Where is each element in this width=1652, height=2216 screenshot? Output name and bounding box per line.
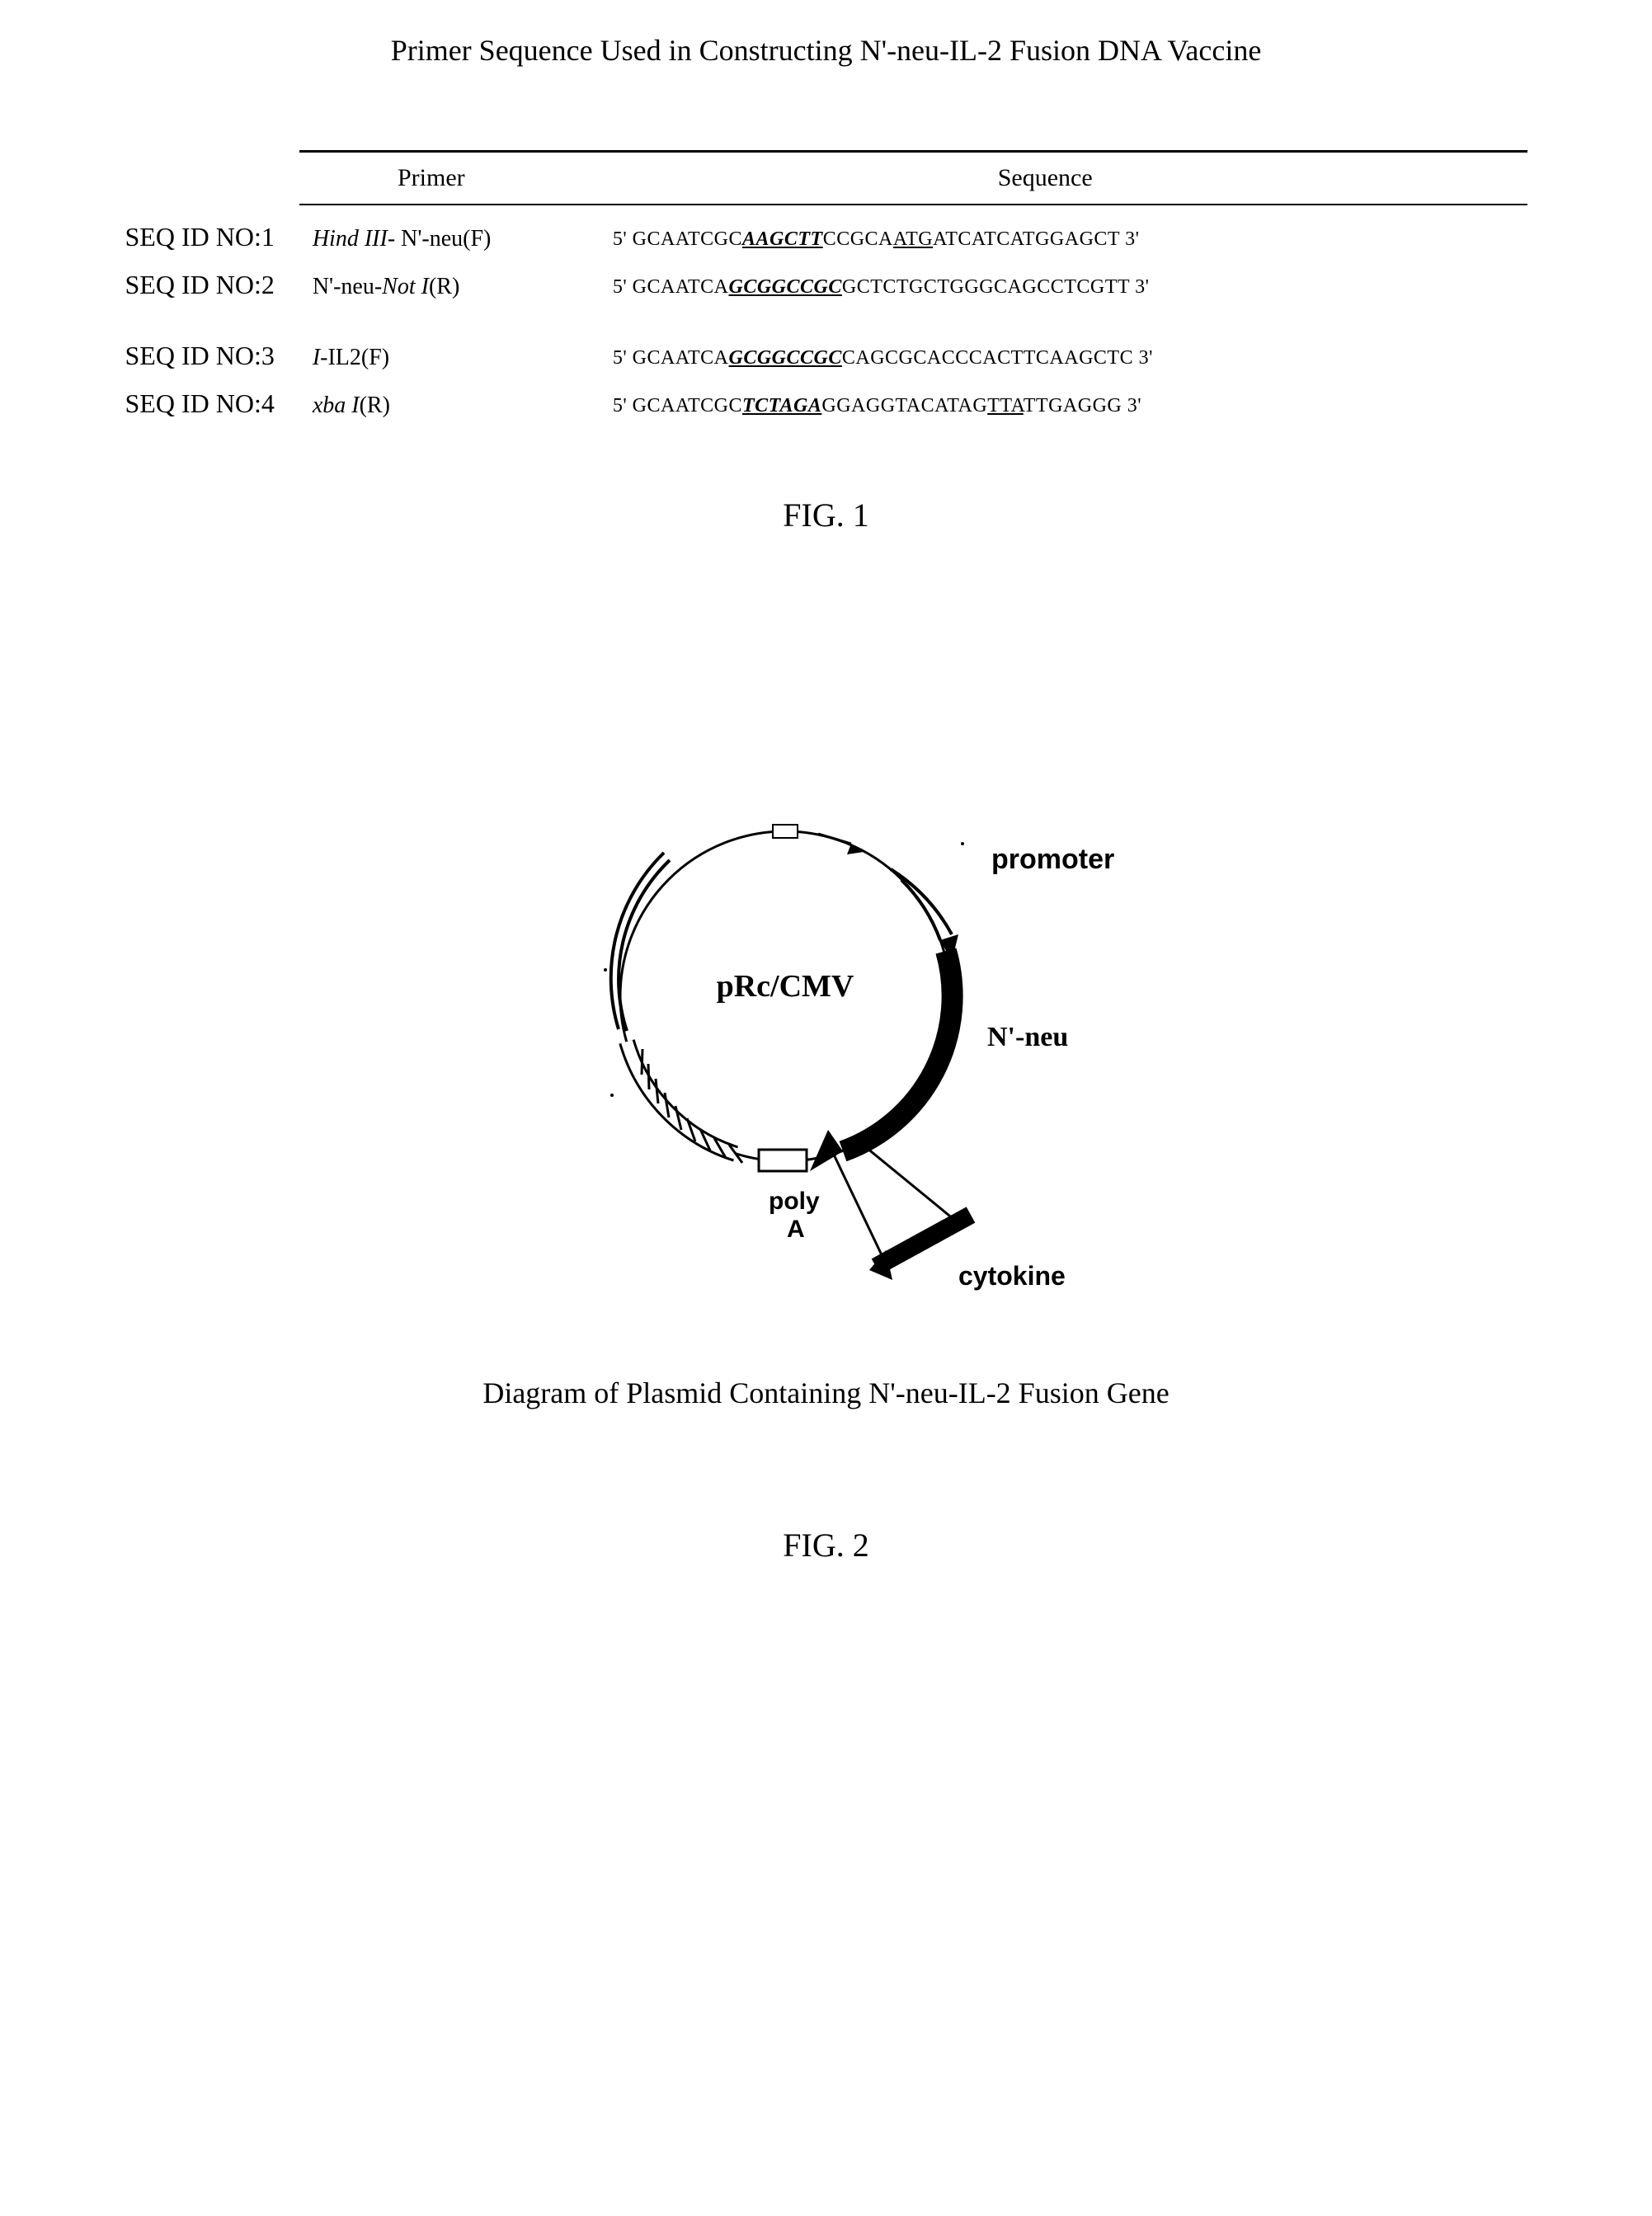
primer-container: SEQ ID NO:1 SEQ ID NO:2 SEQ ID NO:3 SEQ … <box>125 150 1527 430</box>
table-row: Hind III- N'-neu(F) 5' GCAATCGCAAGCTTCCG… <box>299 215 1527 263</box>
page-title: Primer Sequence Used in Constructing N'-… <box>49 33 1603 68</box>
polya-label-2: A <box>787 1216 805 1243</box>
seq-id-column: SEQ ID NO:1 SEQ ID NO:2 SEQ ID NO:3 SEQ … <box>125 150 275 427</box>
neu-label: N'-neu <box>987 1022 1068 1052</box>
seq-id-4: SEQ ID NO:4 <box>125 379 275 427</box>
polya-label-1: poly <box>769 1188 820 1215</box>
plasmid-section: promoter pRc/CMV N'-neu poly A cytokine … <box>49 749 1603 1410</box>
table-row: xba I(R) 5' GCAATCGCTCTAGAGGAGGTACATAGTT… <box>299 382 1527 430</box>
plasmid-diagram: promoter pRc/CMV N'-neu poly A cytokine <box>497 749 1156 1326</box>
cytokine-label: cytokine <box>958 1261 1066 1291</box>
plasmid-center-label: pRc/CMV <box>716 969 854 1004</box>
seq-id-3: SEQ ID NO:3 <box>125 332 275 379</box>
header-primer: Primer <box>299 164 563 192</box>
primer-seq-4: 5' GCAATCGCTCTAGAGGAGGTACATAGTTATTGAGGG … <box>563 395 1527 417</box>
header-sequence: Sequence <box>563 164 1527 192</box>
figure-2-label: FIG. 2 <box>49 1526 1603 1564</box>
promoter-label: promoter <box>991 844 1114 875</box>
plasmid-caption: Diagram of Plasmid Containing N'-neu-IL-… <box>482 1376 1169 1410</box>
primer-seq-1: 5' GCAATCGCAAGCTTCCGCAATGATCATCATGGAGCT … <box>563 228 1527 251</box>
seq-id-1: SEQ ID NO:1 <box>125 213 275 261</box>
primer-table: Primer Sequence Hind III- N'-neu(F) 5' G… <box>299 150 1527 430</box>
seq-id-2: SEQ ID NO:2 <box>125 261 275 308</box>
primer-name-2: N'-neu-Not I(R) <box>299 274 563 300</box>
primer-seq-3: 5' GCAATCAGCGGCCGCCAGCGCACCCACTTCAAGCTC … <box>563 347 1527 369</box>
primer-name-4: xba I(R) <box>299 393 563 419</box>
primer-seq-2: 5' GCAATCAGCGGCCGCGCTCTGCTGGGCAGCCTCGTT … <box>563 276 1527 299</box>
primer-body: Hind III- N'-neu(F) 5' GCAATCGCAAGCTTCCG… <box>299 205 1527 430</box>
figure-1-label: FIG. 1 <box>49 496 1603 534</box>
primer-name-3: I-IL2(F) <box>299 345 563 371</box>
primer-header: Primer Sequence <box>299 153 1527 205</box>
primer-name-1: Hind III- N'-neu(F) <box>299 226 563 252</box>
table-row: I-IL2(F) 5' GCAATCAGCGGCCGCCAGCGCACCCACT… <box>299 334 1527 382</box>
table-row: N'-neu-Not I(R) 5' GCAATCAGCGGCCGCGCTCTG… <box>299 263 1527 311</box>
